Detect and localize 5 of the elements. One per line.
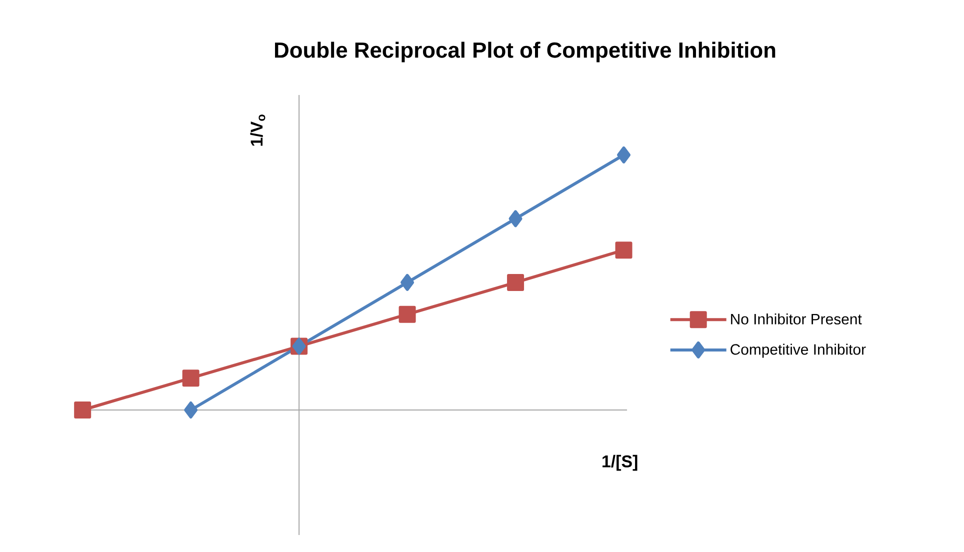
legend-label: Competitive Inhibitor	[730, 344, 866, 358]
legend-label: No Inhibitor Present	[731, 313, 862, 324]
chart-title: Double Reciprocal Plot of Competitive Inhibition	[275, 42, 776, 62]
y-axis-title: 1/V$_{o}$	[250, 114, 266, 146]
x-axis-title: 1/[S]	[602, 454, 638, 471]
